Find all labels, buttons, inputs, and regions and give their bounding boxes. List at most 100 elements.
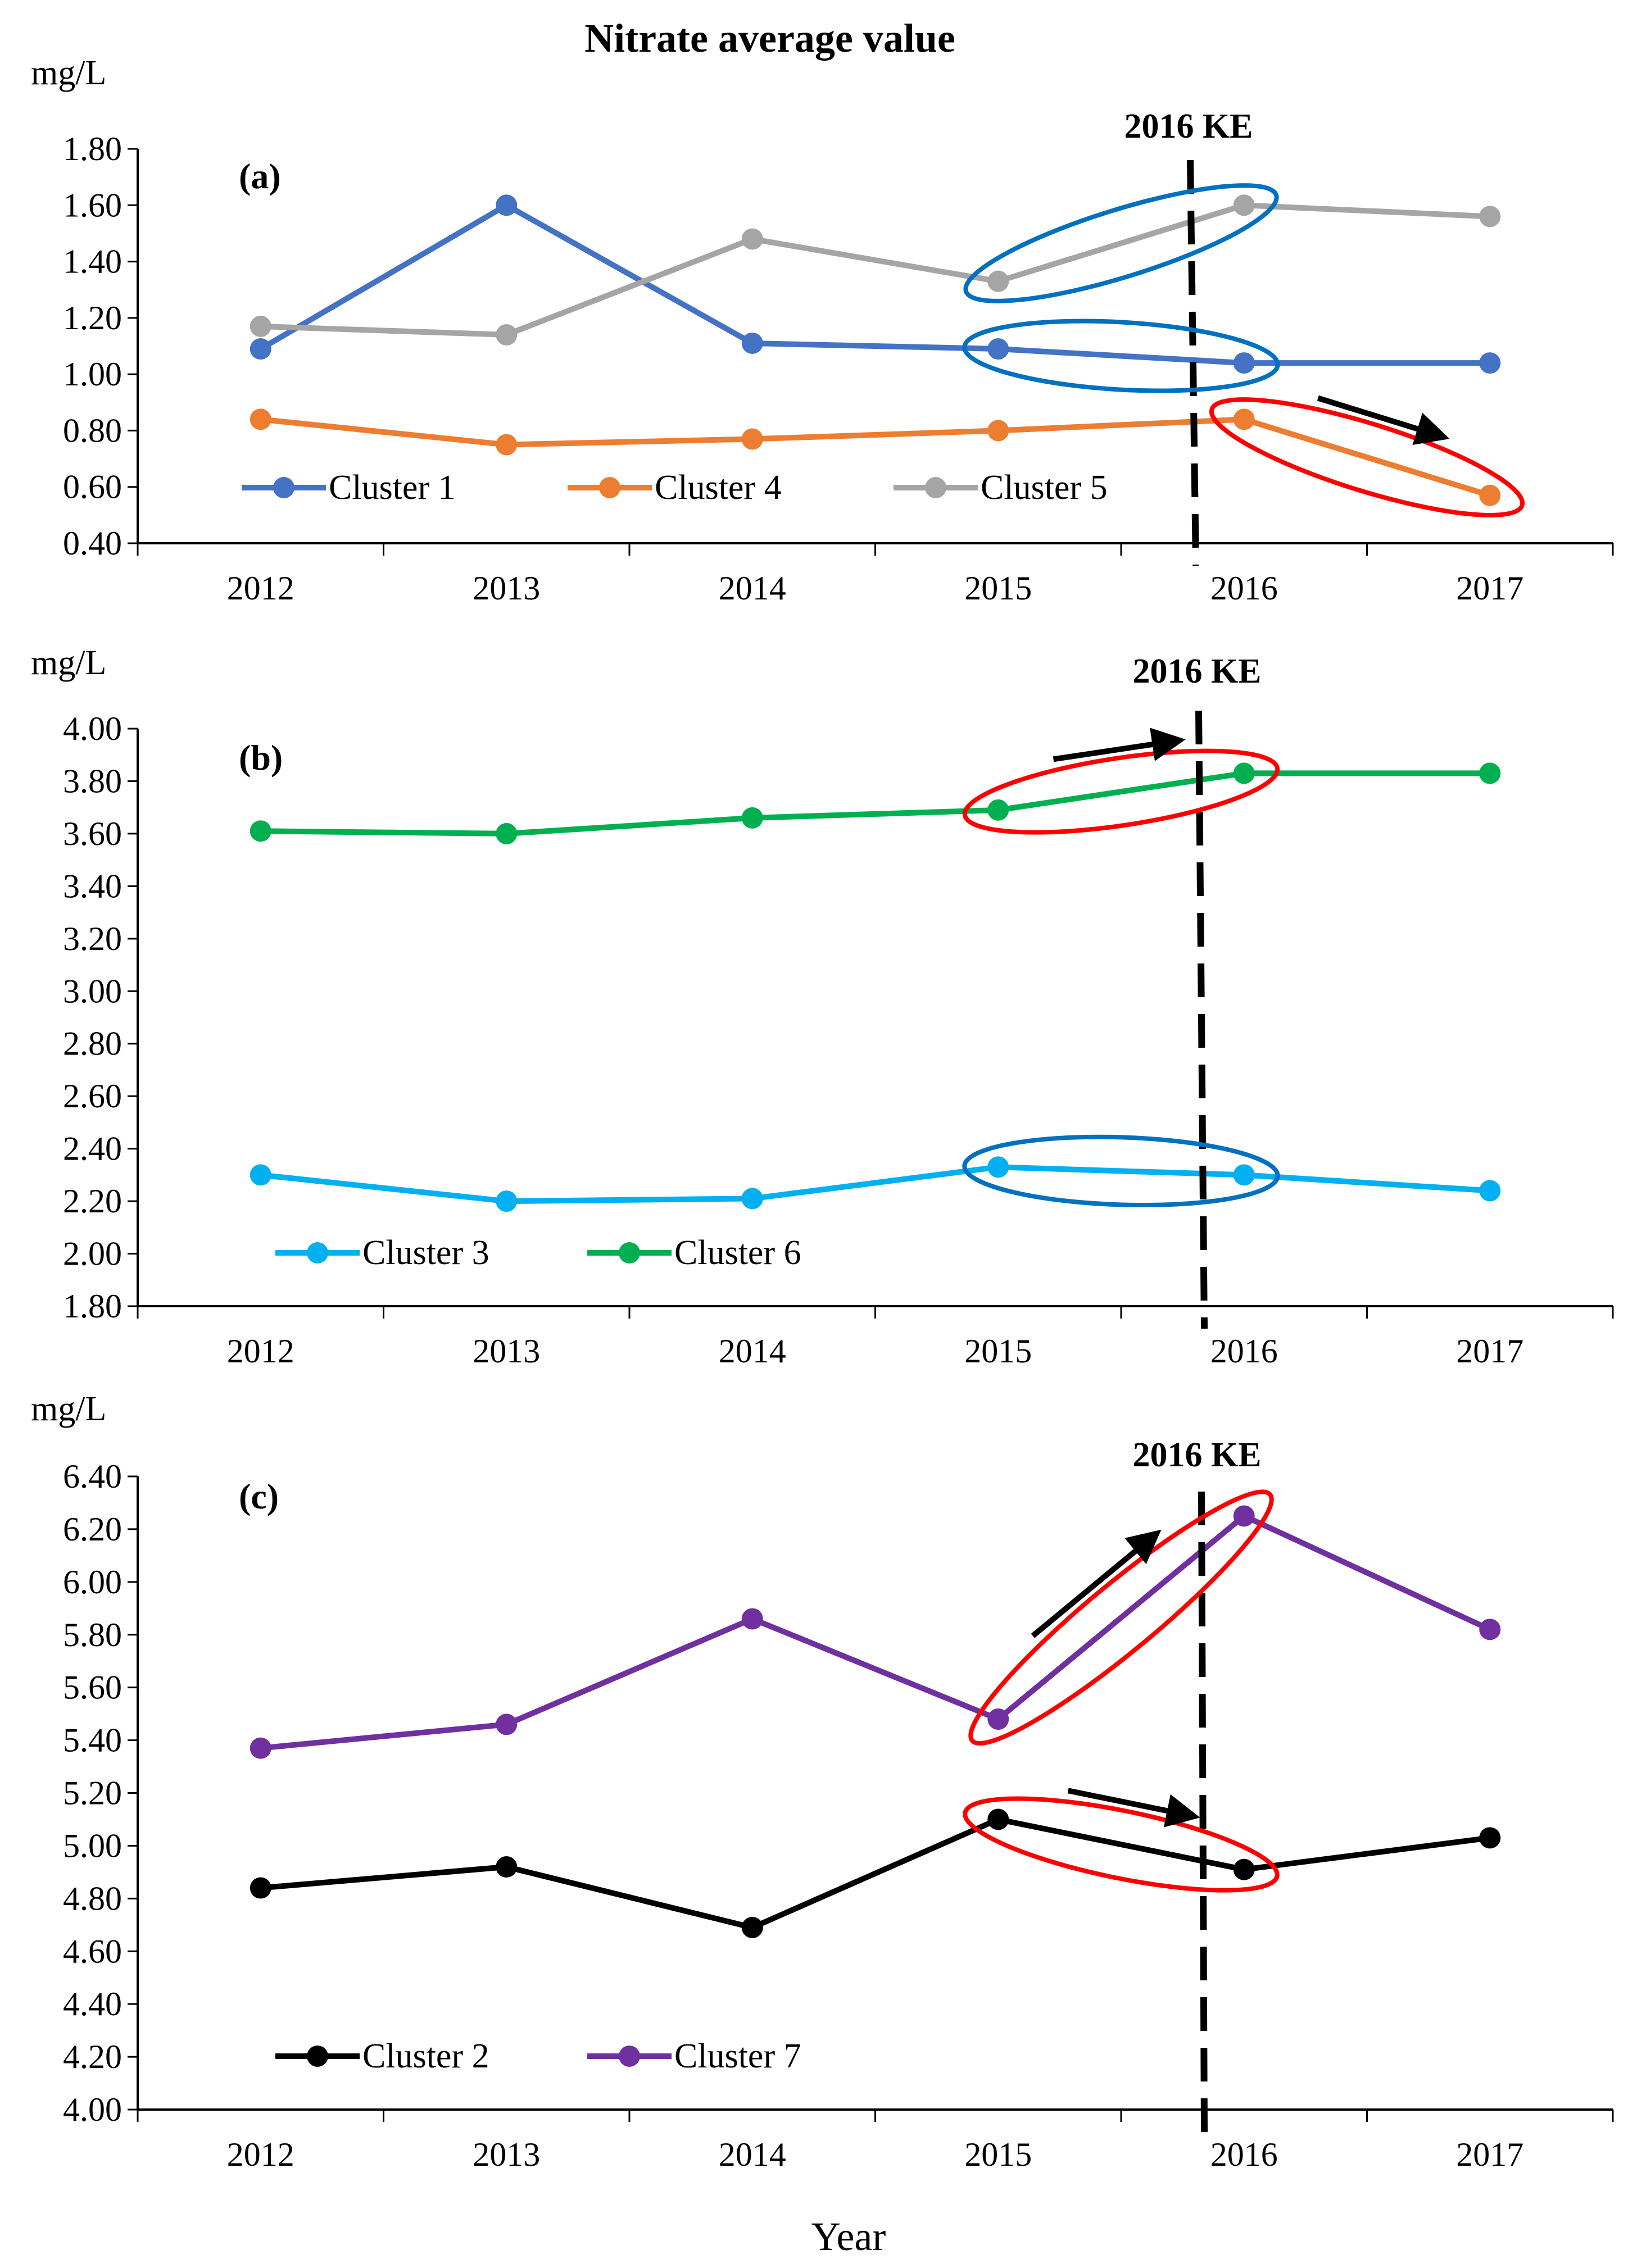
data-point (496, 194, 518, 216)
data-point (250, 1877, 271, 1899)
y-tick-label: 6.20 (63, 1511, 122, 1548)
series-line-cluster-2 (260, 1816, 1490, 1930)
x-tick-label: 2013 (473, 2136, 540, 2173)
legend-marker (307, 1242, 328, 1263)
data-point (987, 1708, 1009, 1730)
y-tick-label: 4.00 (63, 2091, 122, 2128)
data-point (987, 420, 1009, 442)
x-tick-label: 2012 (227, 1333, 294, 1370)
data-point (741, 1188, 763, 1210)
y-tick-label: 2.20 (63, 1183, 122, 1220)
y-tick-label: 5.40 (63, 1722, 122, 1759)
x-tick-label: 2016 (1210, 1333, 1278, 1370)
y-tick-label: 1.80 (63, 130, 122, 167)
y-tick-label: 5.80 (63, 1616, 122, 1653)
data-point (1233, 1164, 1255, 1186)
data-point (1233, 1858, 1255, 1880)
data-point (496, 1856, 518, 1878)
panel-label: (c) (239, 1476, 279, 1516)
y-tick-label: 3.40 (63, 867, 122, 905)
highlight-ellipse (968, 1489, 1274, 1746)
legend-marker (619, 2046, 640, 2067)
y-tick-label: 0.60 (63, 469, 122, 506)
data-point (1479, 206, 1501, 228)
x-tick-label: 2015 (964, 570, 1032, 607)
data-point (741, 807, 763, 829)
data-point (741, 1916, 763, 1938)
data-point (987, 1808, 1009, 1830)
y-tick-label: 4.80 (63, 1880, 122, 1917)
panel-a: mg/L 0.40 0.60 0.80 1.00 1.20 1.40 1.60 1.80 2012… (31, 54, 1614, 607)
y-tick-label: 4.00 (63, 710, 122, 747)
series-line-cluster-7 (260, 1513, 1491, 1751)
y-tick-label: 2.00 (63, 1235, 122, 1272)
chart-title: Nitrate average value (584, 16, 955, 61)
x-axis-label: Year (811, 2214, 886, 2259)
trend-arrow (1317, 395, 1450, 445)
x-tick-label: 2016 (1210, 2136, 1278, 2173)
trend-arrow (1053, 728, 1186, 762)
y-tick-label: 3.00 (63, 972, 122, 1010)
y-tick-label: 0.80 (63, 412, 122, 449)
legend-marker (307, 2046, 328, 2067)
x-tick-label: 2017 (1456, 1333, 1523, 1370)
x-tick-label: 2013 (473, 570, 540, 607)
y-tick-label: 0.40 (63, 525, 122, 562)
ke-dashed-line (1187, 160, 1199, 566)
y-tick-label: 6.00 (63, 1563, 122, 1601)
x-tick-label: 2017 (1456, 2136, 1523, 2173)
legend-entry: Cluster 4 (655, 469, 782, 507)
data-point (496, 1190, 518, 1212)
data-point (250, 315, 271, 337)
highlight-ellipse (962, 319, 1280, 393)
data-point (250, 1737, 271, 1759)
x-tick-label: 2017 (1456, 570, 1523, 607)
y-tick-label: 3.20 (63, 920, 122, 957)
data-point (1233, 408, 1255, 430)
data-point (1479, 484, 1501, 506)
data-point (250, 408, 271, 430)
y-tick-label: 1.20 (63, 299, 122, 337)
highlight-ellipse (962, 748, 1280, 835)
panel-c: mg/L 4.00 4.20 4.40 4.60 4.80 5.00 5.20 5.40 5.60… (31, 1390, 1614, 2173)
legend-entry: Cluster 1 (329, 469, 456, 507)
data-point (987, 270, 1009, 292)
y-tick-label: 2.80 (63, 1025, 122, 1062)
data-point (496, 822, 518, 844)
legend-entry: Cluster 7 (674, 2037, 801, 2075)
y-tick-label: 5.00 (63, 1827, 122, 1864)
highlight-ellipse (963, 183, 1279, 303)
x-tick-label: 2013 (473, 1333, 540, 1370)
y-tick-label: 4.20 (63, 2038, 122, 2075)
y-unit-label: mg/L (31, 1390, 106, 1428)
data-point (1233, 352, 1255, 374)
y-tick-label: 3.60 (63, 815, 122, 852)
data-point (1479, 1827, 1501, 1849)
data-point (250, 820, 271, 842)
data-point (250, 338, 271, 360)
legend-entry: Cluster 3 (362, 1234, 489, 1272)
ke-label: 2016 KE (1124, 107, 1253, 146)
data-point (1479, 352, 1501, 374)
panel-label: (a) (239, 156, 281, 196)
x-tick-label: 2014 (719, 570, 786, 607)
y-tick-label: 1.40 (63, 243, 122, 280)
data-point (741, 228, 763, 250)
ke-label: 2016 KE (1132, 652, 1261, 690)
panel-b: mg/L 1.80 2.00 2.20 2.40 2.60 2.80 3.00 3.20 3.40… (31, 644, 1614, 1370)
trend-arrow (1067, 1788, 1200, 1828)
y-tick-label: 3.80 (63, 762, 122, 799)
series-line-cluster-5 (260, 202, 1490, 338)
y-tick-label: 2.40 (63, 1130, 122, 1167)
y-tick-label: 1.60 (63, 187, 122, 224)
x-tick-label: 2012 (227, 2136, 294, 2173)
y-tick-label: 1.80 (63, 1288, 122, 1325)
data-point (741, 1608, 763, 1630)
x-tick-label: 2014 (719, 2136, 786, 2173)
y-tick-label: 5.20 (63, 1775, 122, 1812)
series-line-cluster-6 (260, 770, 1490, 837)
data-point (741, 428, 763, 450)
legend-marker (619, 1242, 640, 1263)
x-tick-label: 2014 (719, 1333, 786, 1370)
legend-marker (599, 477, 620, 498)
